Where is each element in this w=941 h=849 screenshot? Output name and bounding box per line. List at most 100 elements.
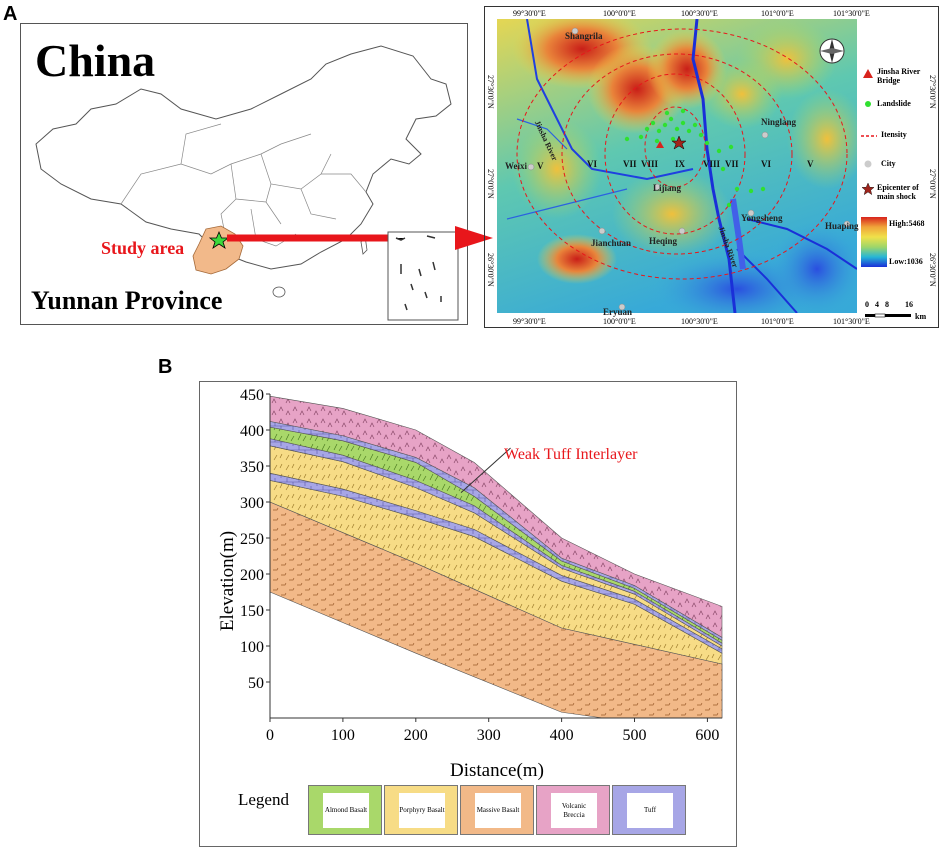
elevation-low-label: Low:1036: [889, 257, 923, 266]
study-area-label: Study area: [101, 238, 185, 258]
left-coord: 26°30'0"N: [486, 253, 495, 287]
top-coord: 101°30'0"E: [833, 9, 870, 18]
y-tick-label: 450: [240, 387, 264, 404]
elevation-high-label: High:5468: [889, 219, 925, 228]
legend-item: Volcanic Breccia: [536, 785, 610, 835]
panel-a-label: A: [3, 3, 18, 25]
legend-item-label: Tuff: [627, 793, 673, 828]
annotation-leader-line: [460, 447, 511, 494]
study-area-map: 99°30'0"E 100°0'0"E 100°30'0"E 101°0'0"E…: [484, 6, 939, 328]
geologic-cross-section-chart: 0 100 200 300 400 500 600 450 400 350 300 250 200 150…: [240, 387, 723, 744]
legend-epicenter-label: Epicenter of main shock: [877, 183, 919, 201]
volcanic-breccia-layer: [269, 395, 723, 638]
scale-tick: 16: [905, 300, 913, 309]
legend-item-label: Porphyry Basalt: [399, 793, 445, 828]
x-tick-label: 300: [477, 727, 501, 744]
legend-item: Almond Basalt: [308, 785, 382, 835]
intensity-zone-label: VIII: [641, 159, 659, 169]
left-coord: 27°0'0"N: [486, 169, 495, 199]
weak-tuff-interlayer-annotation: Weak Tuff Interlayer: [504, 446, 638, 463]
legend-intensity-label: Itensity: [881, 130, 907, 139]
elevation-dem-map: [497, 19, 857, 313]
legend-landslide-label: Landslide: [877, 99, 911, 108]
yunnan-province-label: Yunnan Province: [31, 286, 223, 315]
x-tick-label: 100: [331, 727, 355, 744]
place-label: Yongsheng: [741, 213, 783, 223]
intensity-zone-label: VI: [587, 159, 598, 169]
epicenter-star-icon: [862, 183, 874, 195]
y-tick-label: 200: [240, 567, 264, 584]
panel-b-label: B: [158, 356, 173, 378]
china-title: China: [35, 35, 156, 86]
scale-tick: 0: [865, 300, 869, 309]
legend-item-label: Volcanic Breccia: [551, 793, 597, 828]
pointer-arrowhead-icon: [455, 226, 493, 250]
bridge-triangle-icon: [863, 69, 873, 78]
legend-city-label: City: [881, 159, 896, 168]
x-tick-label: 500: [623, 727, 647, 744]
intensity-zone-label: VIII: [703, 159, 721, 169]
left-coord: 27°30'0"N: [486, 75, 495, 109]
place-label: Ninglang: [761, 117, 797, 127]
y-tick-label: 400: [240, 423, 264, 440]
top-coord: 100°30'0"E: [681, 9, 718, 18]
x-tick-label: 200: [404, 727, 428, 744]
study-area-star-icon: [208, 230, 230, 249]
x-tick-label: 600: [695, 727, 719, 744]
bottom-coord: 100°30'0"E: [681, 317, 718, 326]
y-tick-label: 300: [240, 495, 264, 512]
elevation-colorbar: [861, 217, 887, 267]
top-coord: 101°0'0"E: [761, 9, 794, 18]
bottom-coord: 99°30'0"E: [513, 317, 546, 326]
y-tick-label: 250: [240, 531, 264, 548]
y-tick-label: 350: [240, 459, 264, 476]
china-overview-map: China Study area Yunnan Province: [20, 23, 468, 325]
legend-item-label: Massive Basalt: [475, 793, 521, 828]
yunnan-province-shape: [192, 225, 244, 275]
legend-bridge-label: Jinsha River Bridge: [877, 67, 921, 85]
north-arrow-icon: [819, 38, 845, 64]
x-tick-label: 400: [550, 727, 574, 744]
scale-tick: 8: [885, 300, 889, 309]
place-label: Weixi: [505, 161, 527, 171]
top-coord: 100°0'0"E: [603, 9, 636, 18]
right-coord: 26°30'0"N: [928, 253, 937, 287]
y-tick-label: 150: [240, 603, 264, 620]
scale-bar: [865, 313, 911, 318]
china-outline-map: [35, 45, 459, 321]
map-legend: Jinsha River Bridge Landslide Itensity C…: [859, 63, 937, 323]
legend-item-label: Almond Basalt: [323, 793, 369, 828]
intensity-zone-label: VII: [623, 159, 637, 169]
intensity-zone-label: VI: [761, 159, 772, 169]
bottom-coord: 101°0'0"E: [761, 317, 794, 326]
intensity-zone-label: VII: [725, 159, 739, 169]
intensity-zone-label: V: [807, 159, 814, 169]
place-label: Eryuan: [603, 307, 633, 317]
cross-section-panel: 0 100 200 300 400 500 600 450 400 350 300 250 200 150…: [199, 381, 737, 847]
right-coord: 27°30'0"N: [928, 75, 937, 109]
intensity-dash-icon: [861, 135, 877, 137]
rock-legend: Almond Basalt Porphyry Basalt Massive Basa…: [308, 785, 688, 837]
place-label: Huaping: [825, 221, 859, 231]
legend-title: Legend: [238, 790, 289, 809]
legend-item: Porphyry Basalt: [384, 785, 458, 835]
place-label: Shangrila: [565, 31, 603, 41]
y-axis-title: Elevation(m): [217, 530, 238, 632]
intensity-zone-label: V: [537, 161, 544, 171]
landslide-dot-icon: [865, 101, 871, 107]
intensity-zone-label: IX: [675, 159, 686, 169]
y-tick-label: 50: [248, 675, 264, 692]
y-tick-label: 100: [240, 639, 264, 656]
bottom-coord: 100°0'0"E: [603, 317, 636, 326]
place-label: Jianchuan: [591, 238, 632, 248]
place-label: Heqing: [649, 236, 678, 246]
scale-tick: 4: [875, 300, 879, 309]
legend-item: Tuff: [612, 785, 686, 835]
right-coord: 27°0'0"N: [928, 169, 937, 199]
top-coord: 99°30'0"E: [513, 9, 546, 18]
scale-unit-label: km: [915, 312, 927, 321]
x-tick-label: 0: [266, 727, 274, 744]
x-axis-title: Distance(m): [450, 760, 544, 781]
bottom-coord: 101°30'0"E: [833, 317, 870, 326]
city-dot-icon: [864, 160, 872, 168]
